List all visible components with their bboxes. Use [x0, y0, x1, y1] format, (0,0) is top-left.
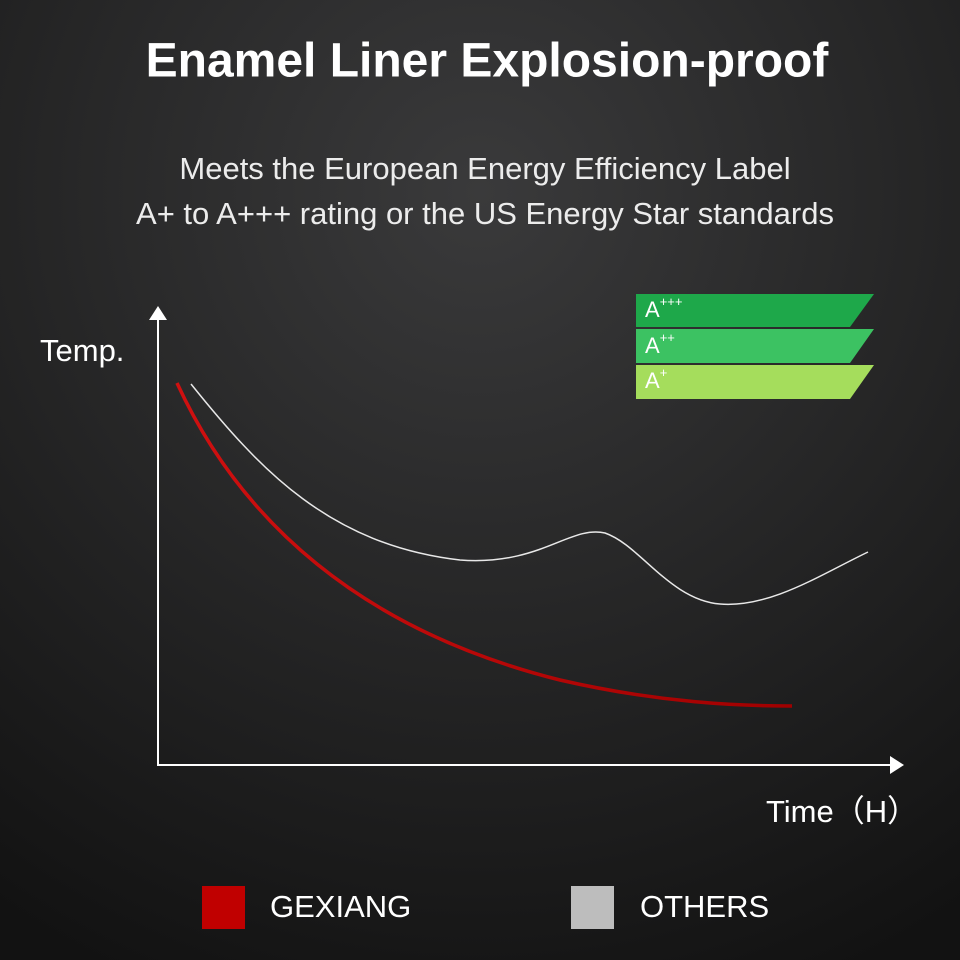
legend-label: OTHERS: [640, 889, 769, 924]
badge-label: A+++: [645, 294, 682, 321]
arrowhead: [890, 756, 904, 774]
badge-base: A: [645, 333, 660, 358]
badge-sup: ++: [660, 330, 675, 345]
badge: [636, 329, 874, 363]
x-axis-label: Time（H）: [766, 794, 918, 829]
legend-swatch: [571, 886, 614, 929]
legend-label: GEXIANG: [270, 889, 411, 924]
y-axis-label: Temp.: [40, 333, 124, 368]
badge-label: A++: [645, 330, 675, 357]
badge-sup: +++: [660, 294, 683, 309]
badge-base: A: [645, 297, 660, 322]
arrowhead: [149, 306, 167, 320]
title: Enamel Liner Explosion-proof: [146, 35, 830, 88]
gexiang-curve: [175, 382, 793, 708]
subtitle: A+ to A+++ rating or the US Energy Star …: [136, 196, 834, 231]
badge: [636, 294, 874, 327]
badge: [636, 365, 874, 399]
badge-base: A: [645, 368, 660, 393]
subtitle: Meets the European Energy Efficiency Lab…: [179, 151, 790, 186]
others-curve: [190, 383, 869, 606]
badge-sup: +: [660, 365, 668, 380]
badge-label: A+: [645, 365, 667, 392]
legend-swatch: [202, 886, 245, 929]
